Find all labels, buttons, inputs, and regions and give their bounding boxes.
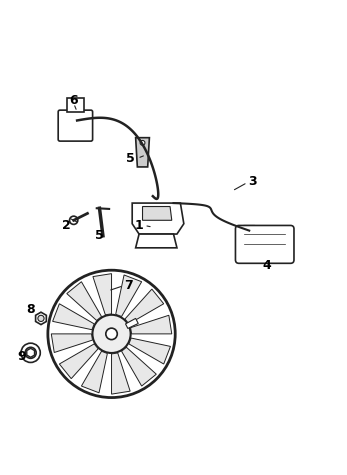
- Text: 5: 5: [95, 229, 104, 242]
- Polygon shape: [116, 275, 142, 316]
- Polygon shape: [129, 338, 170, 364]
- Polygon shape: [130, 315, 172, 334]
- Text: 4: 4: [262, 258, 271, 272]
- FancyBboxPatch shape: [58, 110, 93, 141]
- Polygon shape: [53, 304, 94, 330]
- Polygon shape: [136, 138, 150, 167]
- Polygon shape: [93, 274, 111, 315]
- Circle shape: [48, 270, 175, 398]
- FancyBboxPatch shape: [243, 226, 255, 236]
- Polygon shape: [67, 98, 84, 112]
- Text: 6: 6: [69, 94, 78, 107]
- Polygon shape: [143, 207, 172, 220]
- Circle shape: [92, 315, 130, 353]
- Polygon shape: [67, 282, 102, 321]
- Polygon shape: [111, 353, 130, 394]
- Circle shape: [106, 328, 117, 340]
- Polygon shape: [125, 289, 164, 324]
- FancyBboxPatch shape: [236, 226, 294, 263]
- Polygon shape: [27, 348, 34, 357]
- Text: 9: 9: [18, 350, 26, 363]
- Circle shape: [21, 343, 40, 362]
- Text: 8: 8: [26, 303, 35, 316]
- Text: 3: 3: [248, 175, 257, 188]
- Polygon shape: [51, 334, 92, 352]
- Polygon shape: [126, 318, 138, 328]
- Circle shape: [140, 141, 145, 145]
- Text: 7: 7: [124, 278, 133, 292]
- Polygon shape: [59, 344, 98, 379]
- Text: 1: 1: [135, 219, 143, 232]
- Circle shape: [69, 216, 78, 224]
- Polygon shape: [121, 347, 156, 386]
- Polygon shape: [36, 312, 46, 324]
- Circle shape: [38, 315, 44, 322]
- Circle shape: [25, 347, 36, 358]
- Text: 5: 5: [126, 152, 135, 165]
- Polygon shape: [132, 203, 184, 234]
- Polygon shape: [82, 351, 107, 393]
- Polygon shape: [136, 234, 177, 248]
- Text: 2: 2: [62, 219, 71, 232]
